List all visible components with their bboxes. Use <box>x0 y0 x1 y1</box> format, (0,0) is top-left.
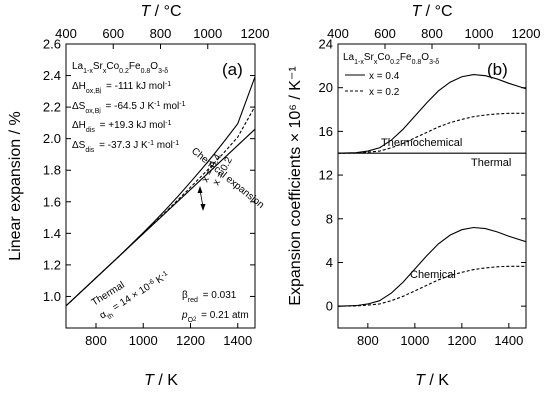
panel-a-x2label: T / °C <box>140 3 181 20</box>
panel-a-params: βred = 0.031 pO2 = 0.21 atm <box>181 290 249 324</box>
y-tick-label: 2.4 <box>43 68 61 83</box>
y-tick-label: 0 <box>326 299 333 314</box>
x2-tick-label: 400 <box>327 26 349 41</box>
x-tick-label: 1200 <box>176 333 205 348</box>
legend-label-x02: x = 0.2 <box>369 87 400 98</box>
series-line-chemical-x-0-2 <box>338 265 526 307</box>
x2-tick-label: 1200 <box>241 26 270 41</box>
series-line-thermochemical-x-0-4 <box>338 74 526 154</box>
panel-b-legend: x = 0.4 x = 0.2 <box>345 71 400 98</box>
y-tick-label: 1.4 <box>43 226 61 241</box>
y-tick-label: 1.0 <box>43 289 61 304</box>
series-line-thermal <box>66 128 255 307</box>
x2-tick-label: 800 <box>421 26 443 41</box>
panel-b-frame <box>337 43 527 329</box>
series-line-x-0-2 <box>66 106 255 307</box>
panel-b-ylabel: Expansion coefficients × 10⁶ / K⁻¹ <box>287 66 304 305</box>
panel-b: 800 1000 1200 1400 400 600 800 1000 1200 0 4 8 12 16 2… <box>287 3 540 389</box>
x-tick-label: 1400 <box>223 333 252 348</box>
x-tick-label: 800 <box>85 333 107 348</box>
panel-b-chemical-label: Chemical <box>410 269 456 281</box>
panel-a-ds-ox: ΔSox,Bj = -64.5 J K-1 mol-1 <box>72 101 186 115</box>
panel-a-xlabel: T / K <box>144 372 178 389</box>
panel-b-formula: La1-xSrxCo0.2Fe0.8O3-δ <box>343 52 439 66</box>
panel-a-ticks: 800 1000 1200 1400 400 600 800 1000 1200 1.0 1.2 1.… <box>43 26 270 348</box>
y-tick-label: 20 <box>319 80 333 95</box>
panel-a-po2: pO2 = 0.21 atm <box>181 310 249 324</box>
panel-b-thermal-label-bg <box>469 155 512 169</box>
x2-tick-label: 1200 <box>512 26 541 41</box>
panel-b-label: (b) <box>487 60 508 79</box>
x2-tick-label: 1000 <box>465 26 494 41</box>
y-tick-label: 1.2 <box>43 257 61 272</box>
y-tick-label: 2.0 <box>43 131 61 146</box>
panel-a-arrow <box>197 186 206 211</box>
y-tick-label: 2.6 <box>43 37 61 52</box>
panel-b-series <box>338 74 526 307</box>
panel-b-thermochemical-label: Thermochemical <box>381 137 462 149</box>
x2-tick-label: 600 <box>374 26 396 41</box>
x-tick-label: 1000 <box>129 333 158 348</box>
y-tick-label: 8 <box>326 211 333 226</box>
x2-tick-label: 1000 <box>193 26 222 41</box>
x-tick-label: 1200 <box>447 333 476 348</box>
x-tick-label: 1000 <box>400 333 429 348</box>
panel-a-dh-dis: ΔHdis = +19.3 kJ mol-1 <box>72 120 172 134</box>
panel-a-formula: La1-xSrxCo0.2Fe0.8O3-δ <box>72 61 168 75</box>
panel-b-ticks: 800 1000 1200 1400 400 600 800 1000 1200 0 4 8 12 16 2… <box>319 26 541 348</box>
series-line-thermochemical-x-0-2 <box>338 112 526 154</box>
legend-label-x04: x = 0.4 <box>369 71 400 82</box>
panel-a: 800 1000 1200 1400 400 600 800 1000 1200 1.0 1.2 1.… <box>7 3 269 389</box>
x2-tick-label: 800 <box>150 26 172 41</box>
panel-a-ds-dis: ΔSdis = -37.3 J K-1 mol-1 <box>72 140 179 154</box>
y-tick-label: 12 <box>319 168 333 183</box>
panel-a-dh-ox: ΔHox,Bj = -111 kJ mol-1 <box>72 81 171 95</box>
x2-tick-label: 600 <box>102 26 124 41</box>
series-line-chemical-x-0-4 <box>338 226 526 307</box>
panel-b-thermal-label: Thermal <box>471 157 511 169</box>
x-tick-label: 1400 <box>494 333 523 348</box>
y-tick-label: 24 <box>319 37 333 52</box>
panel-b-x2label: T / °C <box>411 3 452 20</box>
y-tick-label: 1.6 <box>43 194 61 209</box>
y-tick-label: 16 <box>319 124 333 139</box>
panel-a-series <box>66 76 255 307</box>
x2-tick-label: 400 <box>55 26 77 41</box>
y-tick-label: 2.2 <box>43 100 61 115</box>
y-tick-label: 4 <box>326 255 333 270</box>
panel-b-xlabel: T / K <box>415 372 449 389</box>
panel-a-label: (a) <box>222 60 243 79</box>
x-tick-label: 800 <box>357 333 379 348</box>
panel-a-ylabel: Linear expansion / % <box>7 111 24 260</box>
panel-a-composition: La1-xSrxCo0.2Fe0.8O3-δ ΔHox,Bj = -111 kJ… <box>72 61 186 154</box>
panel-a-beta: βred = 0.031 <box>182 290 237 304</box>
y-tick-label: 1.8 <box>43 163 61 178</box>
